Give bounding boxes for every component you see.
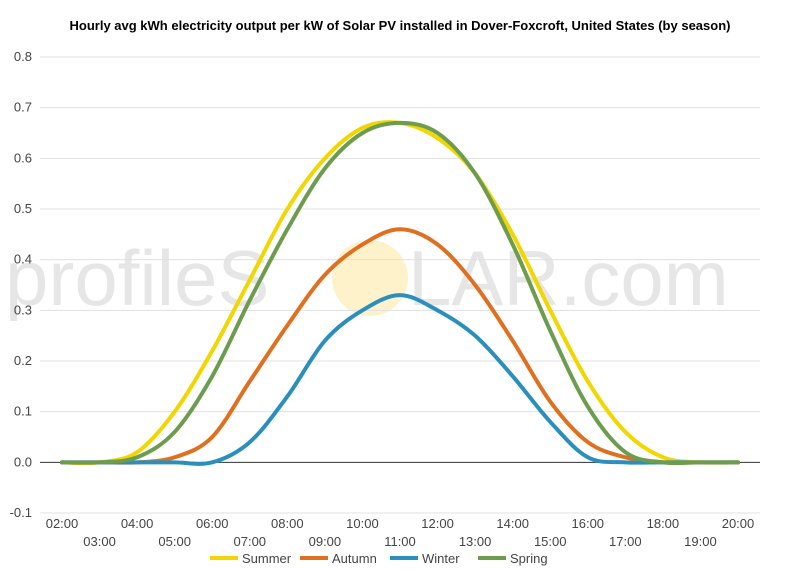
x-tick-label: 16:00 [572,516,605,531]
watermark: profileS LAR.com [5,234,729,322]
x-tick-label: 05:00 [158,534,191,549]
x-tick-label: 04:00 [121,516,154,531]
series-line-autumn [60,227,740,465]
x-tick-label: 07:00 [234,534,267,549]
y-tick-label: 0.8 [14,49,32,64]
series-line-spring [60,120,740,466]
x-tick-label: 10:00 [346,516,379,531]
x-tick-label: 13:00 [459,534,492,549]
y-tick-label: 0.5 [14,201,32,216]
x-tick-label: 19:00 [684,534,717,549]
series-line-winter [60,293,740,466]
x-tick-label: 08:00 [271,516,304,531]
x-tick-label: 09:00 [309,534,342,549]
x-tick-label: 20:00 [722,516,755,531]
legend-label-summer: Summer [242,551,292,566]
x-tick-label: 17:00 [609,534,642,549]
x-tick-label: 12:00 [421,516,454,531]
y-tick-label: 0.1 [14,404,32,419]
y-tick-label: -0.1 [10,505,32,520]
x-tick-label: 03:00 [83,534,116,549]
x-tick-label: 14:00 [496,516,529,531]
x-tick-label: 11:00 [384,534,416,549]
legend-label-winter: Winter [422,551,460,566]
y-tick-label: 0.7 [14,100,32,115]
watermark-text-left: profileS [5,234,269,322]
y-tick-label: 0.2 [14,353,32,368]
x-tick-label: 06:00 [196,516,229,531]
y-tick-label: 0.0 [14,454,32,469]
y-tick-label: 0.6 [14,150,32,165]
x-tick-label: 18:00 [647,516,680,531]
y-tick-label: 0.4 [14,252,32,267]
x-tick-label: 15:00 [534,534,567,549]
legend-label-spring: Spring [510,551,548,566]
y-tick-label: 0.3 [14,302,32,317]
chart-title: Hourly avg kWh electricity output per kW… [69,18,731,33]
x-tick-label: 02:00 [46,516,79,531]
watermark-text-right: LAR.com [408,234,729,322]
legend-label-autumn: Autumn [332,551,377,566]
